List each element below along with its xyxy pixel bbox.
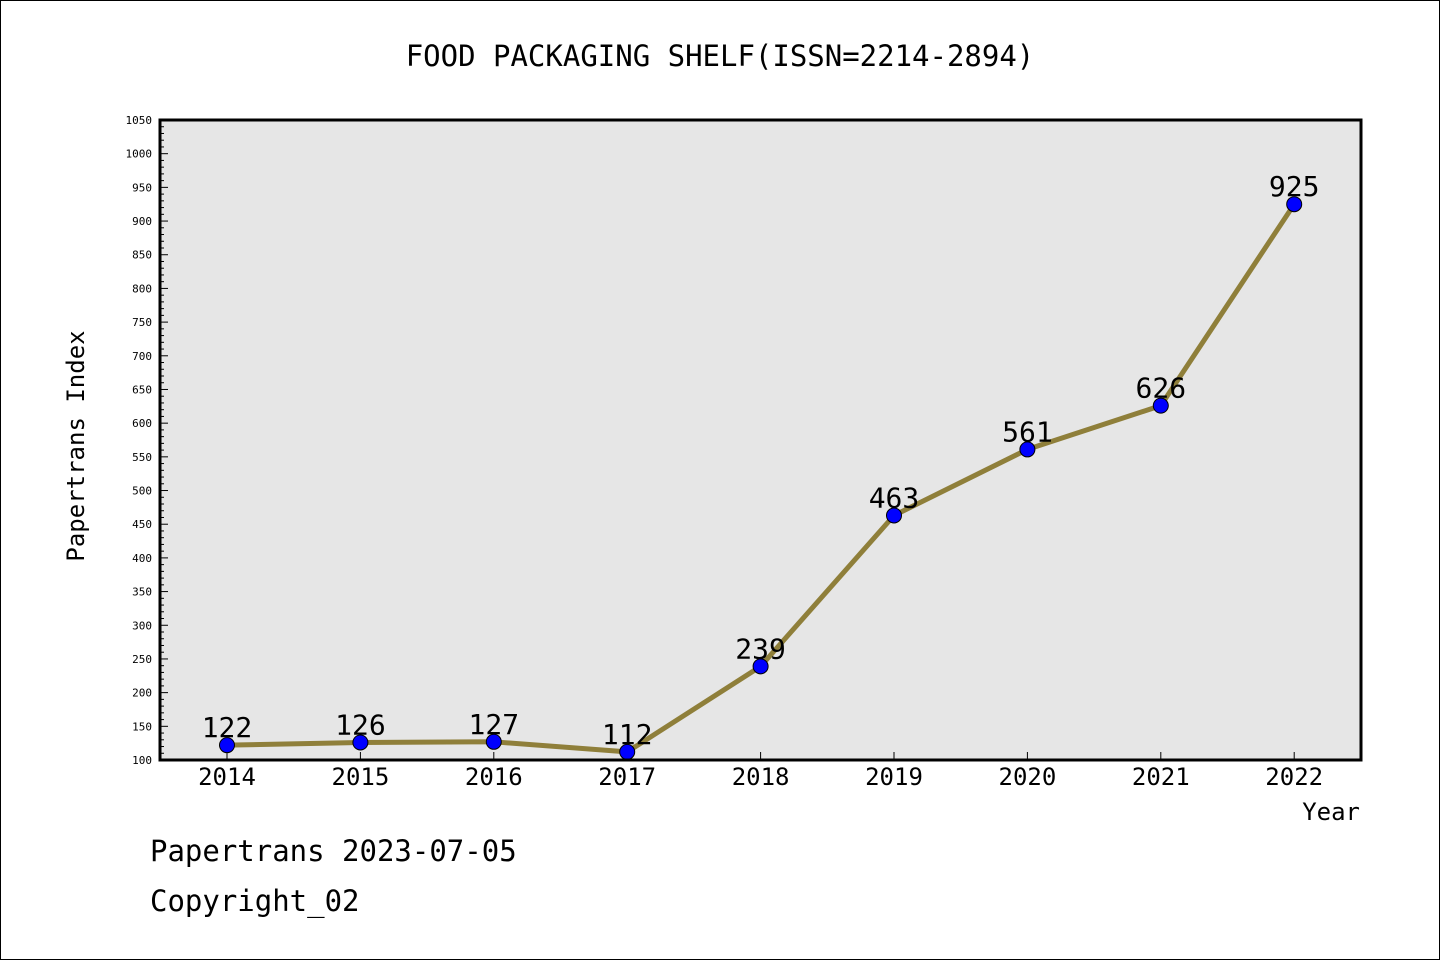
y-tick-label: 950 bbox=[132, 181, 152, 194]
chart-title: FOOD PACKAGING SHELF(ISSN=2214-2894) bbox=[406, 39, 1035, 73]
y-tick-label: 800 bbox=[132, 282, 152, 295]
y-tick-label: 700 bbox=[132, 350, 152, 363]
data-point bbox=[1019, 441, 1036, 458]
data-point bbox=[1286, 196, 1303, 213]
series-layer bbox=[219, 196, 1303, 760]
data-point bbox=[752, 658, 769, 675]
data-point bbox=[1152, 397, 1169, 414]
y-tick-label: 1000 bbox=[126, 148, 153, 161]
plot-area bbox=[160, 120, 1361, 760]
y-tick-label: 550 bbox=[132, 451, 152, 464]
footer-copyright: Copyright_02 bbox=[150, 884, 360, 918]
x-tick-label: 2020 bbox=[999, 763, 1057, 791]
data-label: 626 bbox=[1136, 372, 1187, 405]
y-tick-label: 150 bbox=[132, 720, 152, 733]
x-tick-label: 2022 bbox=[1265, 763, 1323, 791]
y-tick-label: 200 bbox=[132, 687, 152, 700]
data-label: 925 bbox=[1269, 170, 1320, 203]
data-label: 127 bbox=[469, 708, 520, 741]
data-label: 463 bbox=[869, 481, 920, 514]
data-label: 112 bbox=[602, 718, 653, 751]
data-point bbox=[485, 733, 502, 750]
x-tick-label: 2017 bbox=[598, 763, 656, 791]
plot-border bbox=[158, 118, 1363, 762]
y-axis-ticks: 100 150 200 250 300 350 400 450 500 550 600 650 700 7… bbox=[126, 114, 168, 767]
data-point bbox=[219, 737, 235, 754]
y-tick-label: 300 bbox=[132, 619, 152, 632]
y-tick-label: 400 bbox=[132, 552, 152, 565]
data-point bbox=[352, 734, 369, 751]
y-axis-label: Papertrans Index bbox=[62, 330, 90, 561]
data-label: 122 bbox=[202, 711, 253, 744]
y-tick-label: 900 bbox=[132, 215, 152, 228]
y-tick-label: 100 bbox=[132, 754, 152, 767]
x-tick-label: 2016 bbox=[465, 763, 523, 791]
x-tick-label: 2021 bbox=[1132, 763, 1190, 791]
x-axis-label: Year bbox=[1302, 798, 1360, 826]
y-tick-label: 750 bbox=[132, 316, 152, 329]
data-label: 126 bbox=[335, 708, 386, 741]
y-tick-label: 450 bbox=[132, 518, 152, 531]
x-tick-label: 2019 bbox=[865, 763, 923, 791]
footer-source-date: Papertrans 2023-07-05 bbox=[150, 834, 517, 868]
x-tick-label: 2014 bbox=[198, 763, 256, 791]
data-label: 239 bbox=[735, 632, 786, 665]
y-tick-label: 600 bbox=[132, 417, 152, 430]
x-tick-label: 2018 bbox=[732, 763, 790, 791]
data-point bbox=[886, 507, 902, 524]
y-tick-label: 350 bbox=[132, 586, 152, 599]
y-tick-label: 1050 bbox=[126, 114, 153, 127]
y-tick-label: 650 bbox=[132, 383, 152, 396]
x-tick-label: 2015 bbox=[332, 763, 390, 791]
y-tick-label: 500 bbox=[132, 485, 152, 498]
data-label-layer: 122 126 127 112 239 463 561 626 925 bbox=[202, 170, 1320, 751]
y-tick-label: 850 bbox=[132, 249, 152, 262]
y-tick-label: 250 bbox=[132, 653, 152, 666]
data-label: 561 bbox=[1002, 415, 1053, 448]
x-axis-ticks: 2014 2015 2016 2017 2018 2019 2020 2021 2022 bbox=[198, 752, 1323, 791]
